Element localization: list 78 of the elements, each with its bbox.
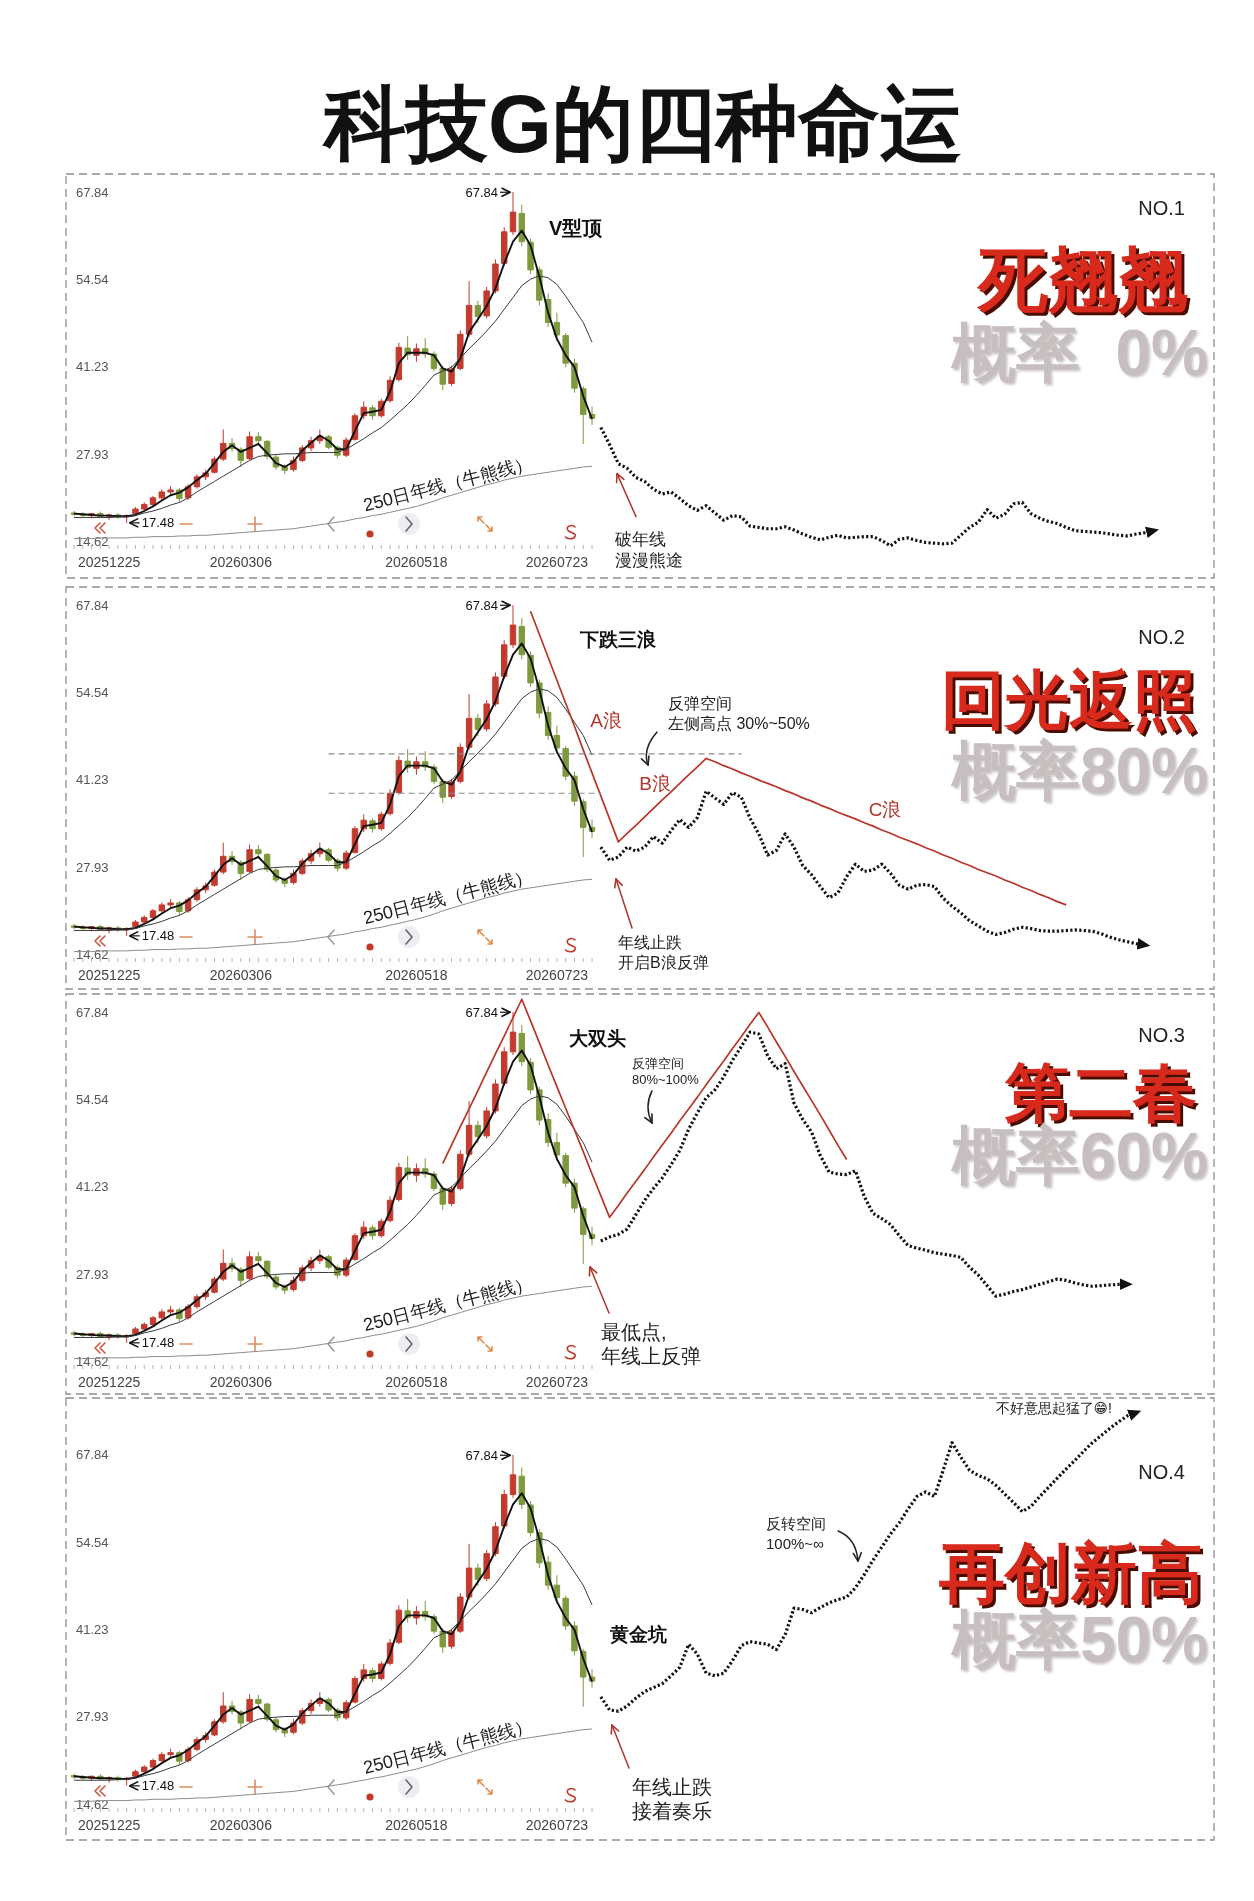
x-tick-label: 20260723 <box>525 554 589 570</box>
annotation: 67.84 <box>465 597 498 613</box>
y-tick-label: 67.84 <box>76 597 109 613</box>
x-tick-label: 20260306 <box>209 967 273 983</box>
annotation: 67.84 <box>465 1004 498 1020</box>
annotation: 最低点, <box>601 1320 667 1343</box>
annotation: 反弹空间 <box>632 1056 684 1072</box>
annotation: 17.48 <box>141 928 175 944</box>
annotation: 年线止跌 <box>618 934 682 952</box>
x-tick-label: 20260518 <box>385 1374 448 1390</box>
text: 250日年线（牛熊线） <box>361 1272 535 1336</box>
annotation: 17.48 <box>141 1335 175 1351</box>
y-tick-label: 54.54 <box>76 1534 109 1550</box>
y-tick-label: 67.84 <box>76 1004 109 1020</box>
text: 回光返照 <box>941 664 1197 737</box>
annotation: B浪 <box>639 773 671 795</box>
annotation: 黄金坑 <box>609 1623 667 1645</box>
y-tick-label: 41.23 <box>76 1622 109 1638</box>
x-tick-label: 20260518 <box>385 1817 448 1833</box>
y-tick-label: 27.93 <box>76 446 109 462</box>
y-tick-label: 41.23 <box>76 359 109 375</box>
text: 250日年线（牛熊线） <box>361 1715 535 1778</box>
y-tick-label: 54.54 <box>76 272 109 287</box>
x-tick-label: 20260518 <box>385 967 448 983</box>
annotation: 100%~∞ <box>766 1534 825 1552</box>
x-tick-label: 20251225 <box>77 967 141 983</box>
annotation: NO.4 <box>1138 1461 1185 1484</box>
annotation: 67.84 <box>465 1447 498 1463</box>
annotation: 反弹空间 <box>668 695 732 713</box>
x-tick-label: 20260306 <box>209 1374 273 1390</box>
annotation: 反转空间 <box>766 1514 826 1532</box>
y-tick-label: 27.93 <box>76 859 109 875</box>
y-tick-label: 54.54 <box>76 1091 109 1107</box>
annotation: 左侧高点 30%~50% <box>668 715 810 733</box>
annotation: 大双头 <box>569 1028 626 1050</box>
y-tick-label: 67.84 <box>76 184 109 200</box>
annotation: 年线上反弹 <box>601 1344 701 1367</box>
y-tick-label: 14.62 <box>76 1796 109 1812</box>
text: 死翘翘 <box>976 240 1188 319</box>
annotation: 17.48 <box>141 515 175 531</box>
y-tick-label: 54.54 <box>76 684 109 700</box>
x-tick-label: 20260723 <box>525 1817 589 1833</box>
annotation: 破年线 <box>614 530 666 550</box>
x-tick-label: 20260306 <box>209 1817 273 1833</box>
y-tick-label: 14.62 <box>76 534 109 550</box>
y-tick-label: 27.93 <box>76 1709 109 1725</box>
annotation: NO.3 <box>1138 1023 1185 1046</box>
annotation: 接着奏乐 <box>632 1800 712 1823</box>
y-tick-label: 67.84 <box>76 1447 109 1463</box>
x-tick-label: 20251225 <box>77 554 141 570</box>
y-tick-label: 41.23 <box>76 1179 109 1195</box>
text: 250日年线（牛熊线） <box>361 452 535 516</box>
x-tick-label: 20251225 <box>77 1374 141 1390</box>
x-tick-label: 20260723 <box>525 1374 589 1390</box>
annotation: 不好意思起猛了😁! <box>995 1400 1112 1417</box>
x-tick-label: 20260518 <box>385 554 448 570</box>
annotation: 年线止跌 <box>632 1776 712 1799</box>
y-tick-label: 41.23 <box>76 772 109 788</box>
annotation: 开启B浪反弹 <box>618 954 709 972</box>
annotation: 67.84 <box>465 184 498 200</box>
y-tick-label: 27.93 <box>76 1266 109 1282</box>
annotation: V型顶 <box>549 216 604 239</box>
x-tick-label: 20260306 <box>209 554 273 570</box>
annotation: 漫漫熊途 <box>615 551 683 571</box>
text: 科技G的四种命运 <box>322 78 962 170</box>
annotation: 17.48 <box>141 1778 175 1794</box>
x-tick-label: 20251225 <box>77 1817 141 1833</box>
text: 250日年线（牛熊线） <box>361 865 535 929</box>
annotation: 下跌三浪 <box>579 628 657 650</box>
x-tick-label: 20260723 <box>525 967 589 983</box>
text: 概率 0% <box>949 317 1208 390</box>
annotation: NO.1 <box>1138 197 1185 220</box>
annotation: NO.2 <box>1138 625 1185 648</box>
text: 概率80% <box>949 734 1208 807</box>
annotation: A浪 <box>590 710 622 732</box>
annotation: 80%~100% <box>632 1072 700 1088</box>
annotation: C浪 <box>868 799 902 821</box>
y-tick-label: 14.62 <box>76 947 109 963</box>
